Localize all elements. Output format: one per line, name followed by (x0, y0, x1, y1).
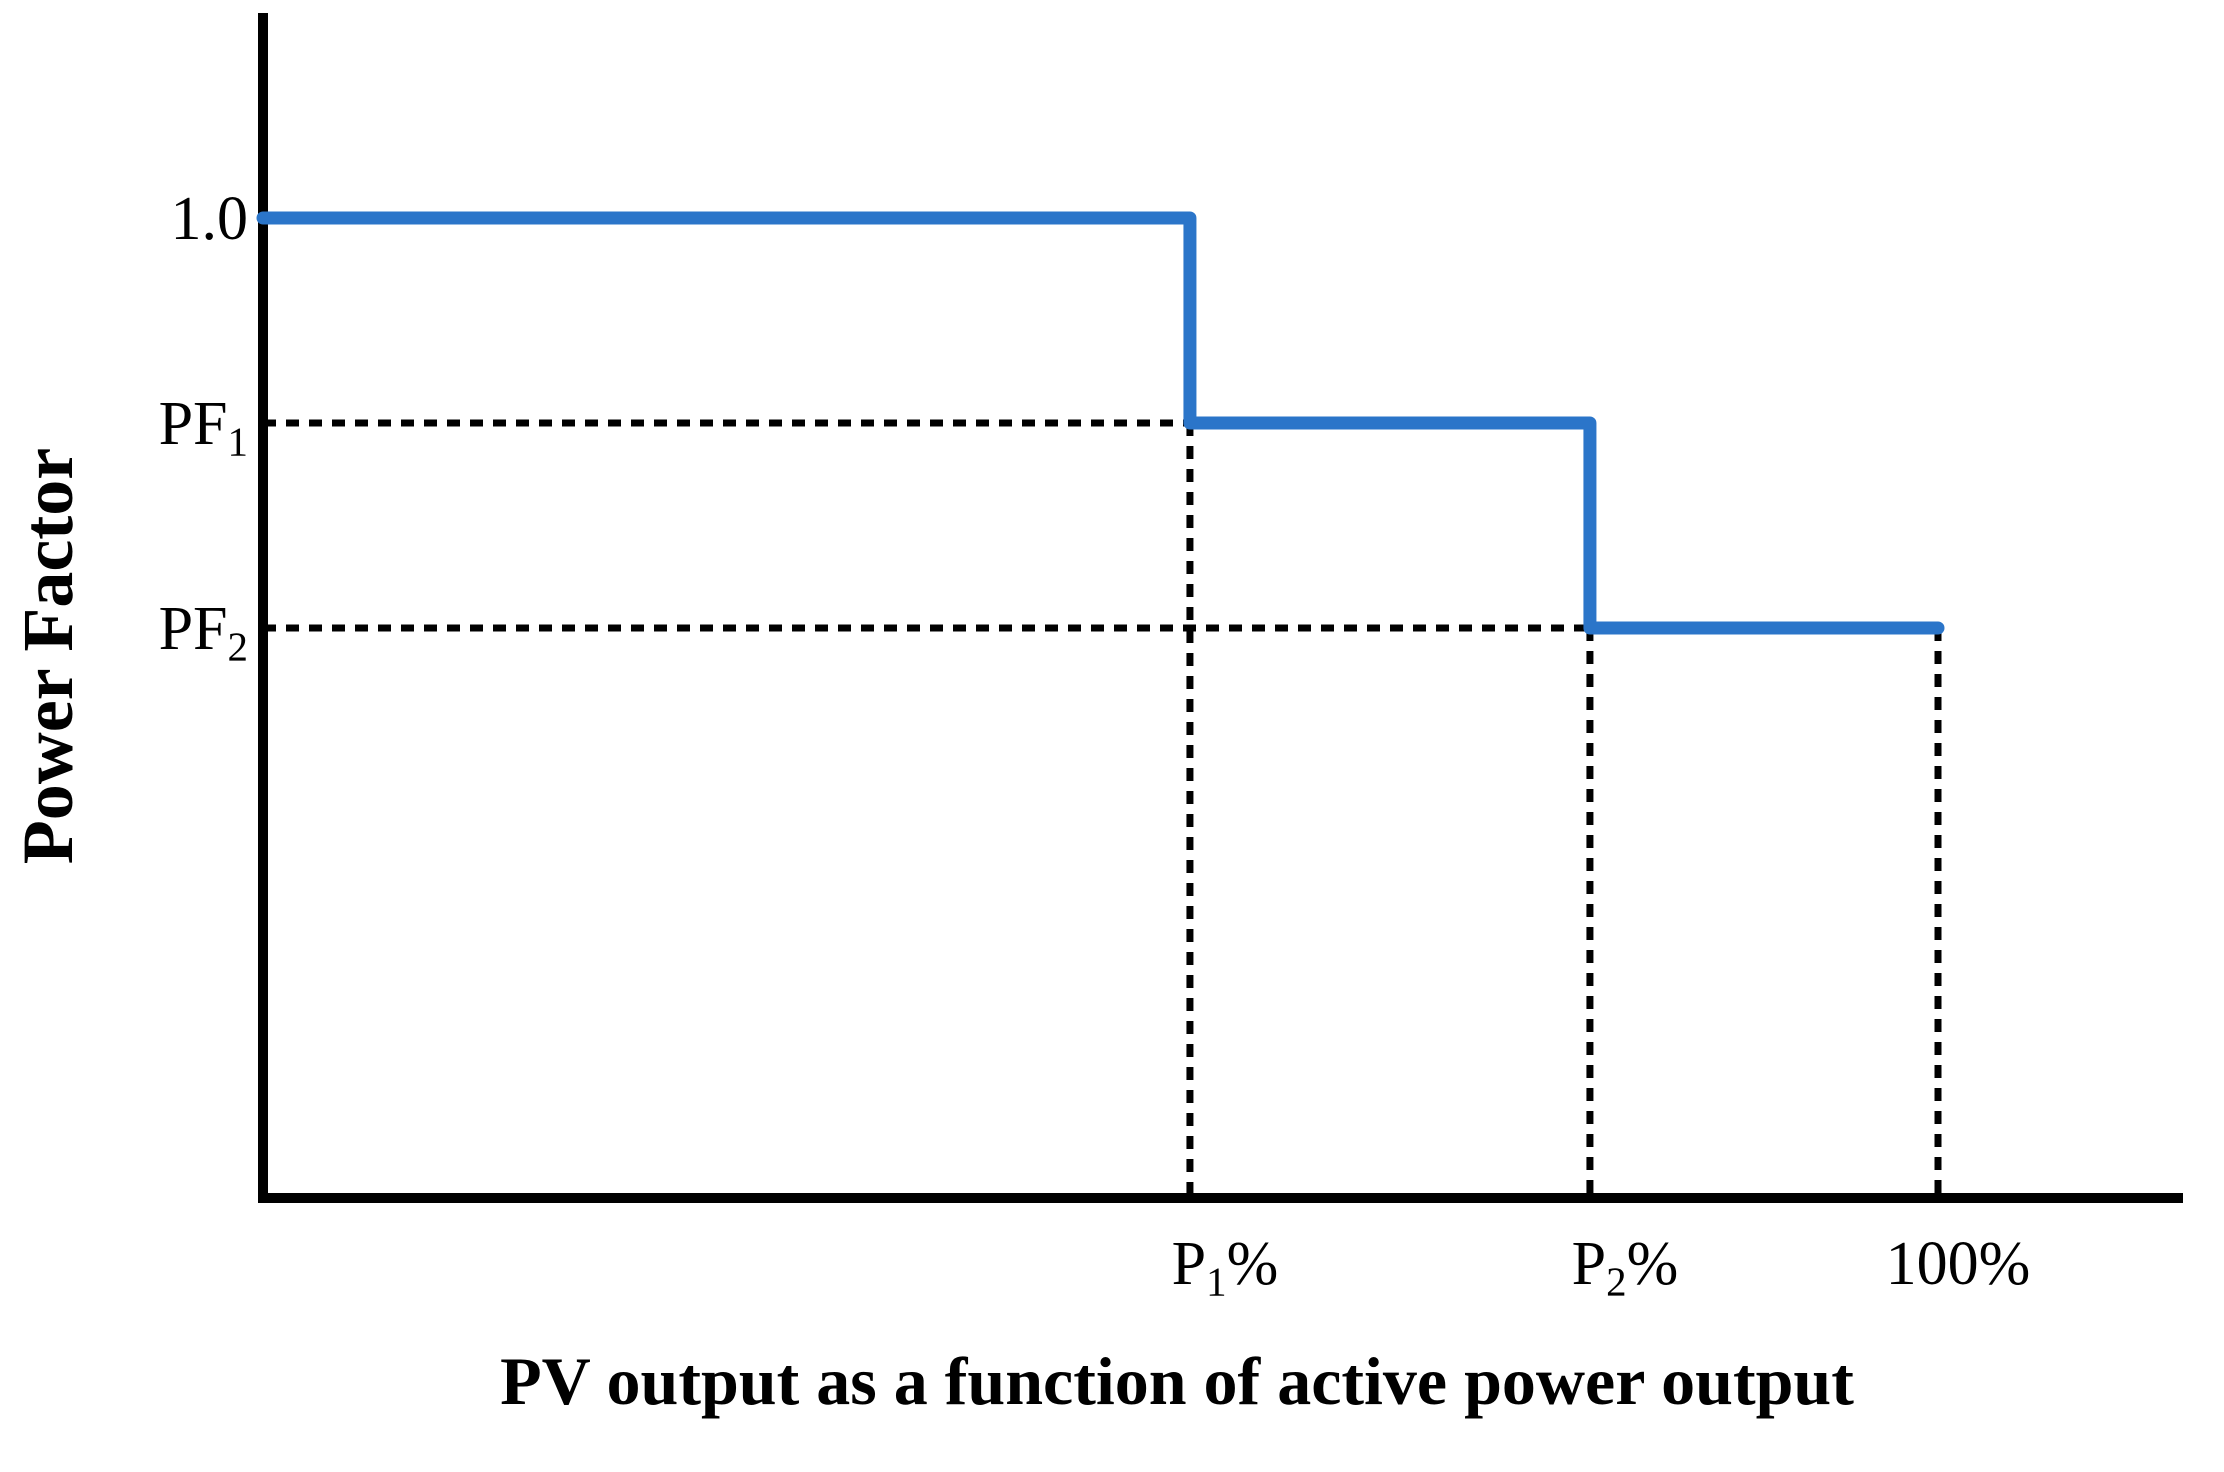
x-tick-text: P (1171, 1230, 1207, 1298)
x-tick-label-100: 100% (1886, 1233, 2031, 1295)
x-tick-subscript: 1 (1206, 1259, 1227, 1305)
y-tick-label-pf2: PF2 (158, 595, 248, 667)
y-tick-label-pf1: PF1 (158, 390, 248, 462)
x-tick-text: P (1571, 1230, 1607, 1298)
y-axis-title: Power Factor (8, 447, 88, 865)
y-tick-subscript: 1 (227, 419, 248, 465)
x-tick-suffix: % (1226, 1230, 1279, 1298)
y-tick-label-1.0: 1.0 (171, 188, 249, 250)
y-tick-subscript: 2 (227, 624, 248, 670)
x-tick-label-p2: P2% (1571, 1230, 1679, 1302)
y-tick-text: 1.0 (170, 185, 249, 253)
y-tick-text: PF (158, 595, 228, 663)
axes (258, 13, 2183, 1203)
power-factor-step-line (256, 211, 1945, 635)
x-axis-title: PV output as a function of active power … (500, 1343, 1854, 1419)
x-tick-subscript: 2 (1606, 1259, 1627, 1305)
x-tick-text: 100% (1885, 1230, 2031, 1298)
x-tick-suffix: % (1626, 1230, 1679, 1298)
y-tick-text: PF (158, 390, 228, 458)
x-tick-label-p1: P1% (1171, 1230, 1279, 1302)
